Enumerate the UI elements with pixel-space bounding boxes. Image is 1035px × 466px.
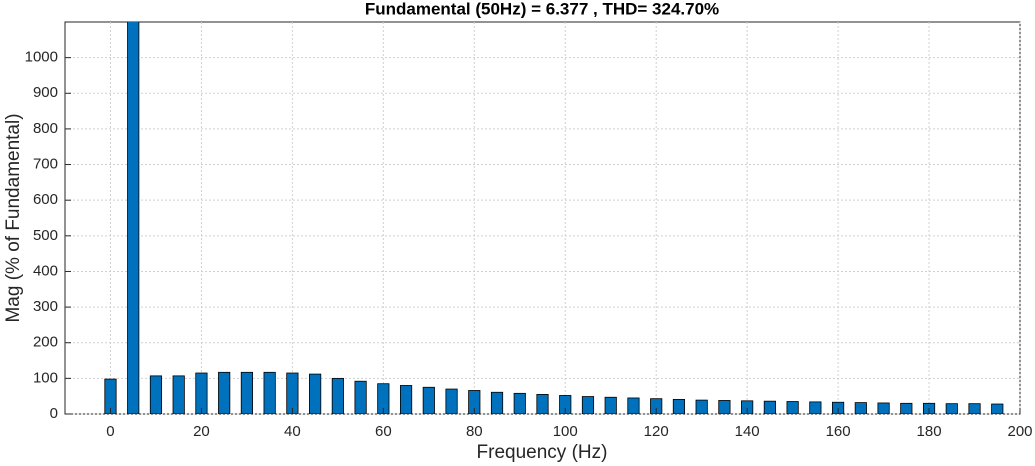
bar — [877, 402, 890, 414]
x-tick-label: 160 — [826, 423, 851, 440]
x-tick-label: 80 — [466, 423, 483, 440]
x-tick-label: 180 — [917, 423, 942, 440]
chart-title: Fundamental (50Hz) = 6.377 , THD= 324.70… — [365, 0, 719, 18]
x-tick-label: 120 — [644, 423, 669, 440]
bar — [900, 402, 913, 414]
y-tick-label: 600 — [33, 191, 58, 208]
bar — [763, 400, 776, 414]
bar — [172, 375, 185, 414]
bar — [445, 388, 458, 414]
bar — [468, 390, 481, 414]
y-tick-label: 900 — [33, 84, 58, 101]
y-tick-label: 200 — [33, 334, 58, 351]
x-tick-label: 140 — [735, 423, 760, 440]
bar — [286, 372, 299, 414]
bar — [309, 373, 322, 414]
bar — [968, 403, 981, 414]
x-tick-label: 20 — [193, 423, 210, 440]
bar — [945, 403, 958, 414]
bar — [809, 401, 822, 414]
x-tick-label: 40 — [284, 423, 301, 440]
x-tick-label: 200 — [1007, 423, 1032, 440]
bar — [354, 380, 367, 414]
bar — [536, 393, 549, 414]
bar — [604, 396, 617, 414]
bar — [513, 392, 526, 414]
bar — [422, 386, 435, 414]
bar — [490, 391, 504, 414]
plot-area — [64, 21, 1021, 415]
y-tick-label: 1000 — [25, 49, 58, 66]
bar — [672, 398, 686, 414]
y-tick-label: 0 — [50, 405, 58, 422]
bar — [581, 396, 595, 414]
bar — [786, 401, 799, 414]
bar — [240, 371, 253, 414]
bar — [627, 397, 640, 414]
bar — [399, 385, 413, 414]
bar — [695, 399, 708, 414]
x-tick-label: 60 — [375, 423, 392, 440]
y-tick-label: 700 — [33, 156, 58, 173]
y-tick-label: 100 — [33, 369, 58, 386]
bar — [331, 377, 344, 414]
y-tick-label: 500 — [33, 227, 58, 244]
bar — [195, 372, 208, 414]
bar — [991, 403, 1004, 414]
bar — [854, 402, 867, 414]
x-tick-label: 100 — [553, 423, 578, 440]
y-axis-label: Mag (% of Fundamental) — [3, 113, 24, 322]
y-tick-label: 800 — [33, 120, 58, 137]
bar — [218, 371, 231, 414]
y-tick-label: 400 — [33, 262, 58, 279]
bar — [149, 375, 163, 414]
x-axis-label: Frequency (Hz) — [477, 442, 608, 463]
bar — [718, 400, 731, 414]
x-tick-label: 0 — [106, 423, 114, 440]
bar — [127, 22, 140, 414]
y-tick-label: 300 — [33, 298, 58, 315]
bar — [263, 371, 276, 414]
grid — [65, 22, 1021, 415]
